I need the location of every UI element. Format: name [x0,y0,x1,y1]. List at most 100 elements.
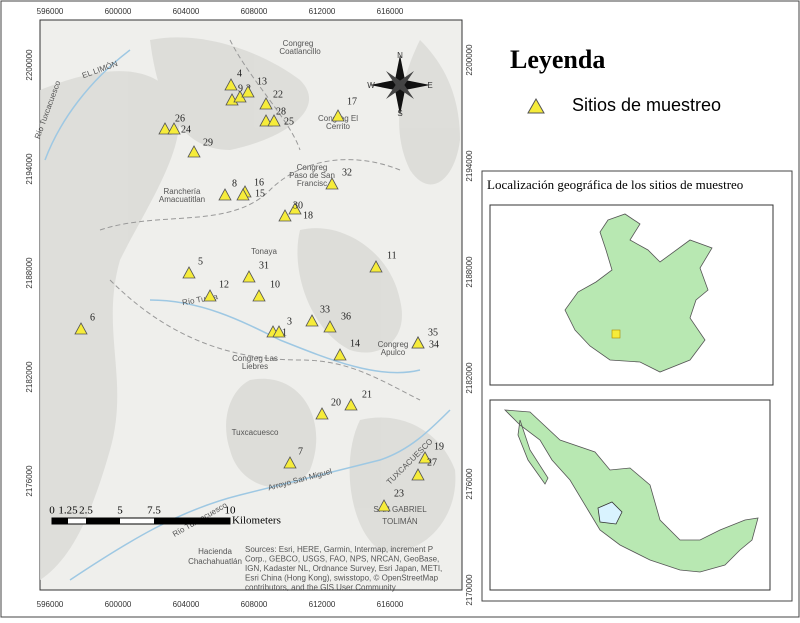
rivers [44,49,451,581]
scale-tick-label: 2.5 [79,505,93,517]
site-label: 22 [273,89,283,100]
compass-letter: W [367,81,375,90]
site-marker [241,85,255,98]
site-marker [411,468,425,481]
scale-unit: Kilometers [232,515,281,527]
sources-line: Sources: Esri, HERE, Garmin, Intermap, i… [245,545,433,554]
compass-letter: S [397,109,402,118]
site-marker [305,314,319,327]
site-label: 3 [287,316,292,327]
x-coord-label: 600000 [105,7,132,16]
place-label: Congreg [297,163,328,172]
scale-tick-label: 0 [49,505,55,517]
sources-line: Corp., GEBCO, USGS, FAO, NPS, NRCAN, Geo… [245,555,439,564]
inset-title: Localización geográfica de los sitios de… [487,177,743,192]
site-marker [267,114,281,127]
jalisco-map [564,213,713,373]
site-label: 8 [232,178,237,189]
jalisco-highlight [597,501,623,525]
site-marker [272,325,286,338]
site-marker [333,348,347,361]
boundaries [99,39,421,401]
site-label: 23 [394,488,404,499]
site-marker [325,177,339,190]
site-label: 24 [181,124,191,135]
x-coord-label: 616000 [377,7,404,16]
place-label: Congreg Las [232,354,278,363]
compass-letter: N [397,51,403,60]
site-label: 36 [341,311,351,322]
compass-letter: E [427,81,432,90]
y-coord-label: 2200000 [25,49,34,81]
site-label: 1 [282,327,287,338]
site-label: 19 [434,441,444,452]
relief [40,37,460,580]
site-label: 5 [198,256,203,267]
y-coord-label: 2200000 [465,44,474,76]
x-coord-label: 612000 [309,7,336,16]
site-label: 31 [259,260,269,271]
site-marker [203,289,217,302]
y-coord-label: 2182000 [465,362,474,394]
site-marker [218,188,232,201]
site-marker [323,320,337,333]
site-marker [158,122,172,135]
y-coord-label: 2188000 [465,256,474,288]
scale-bar-segment [52,518,68,524]
site-label: 12 [219,279,229,290]
legend-title: Leyenda [510,45,605,74]
place-label: Francisc [297,179,327,188]
site-label: 11 [387,250,397,261]
site-marker [315,407,329,420]
site-label: 18 [303,210,313,221]
place-label: Liebres [242,362,268,371]
site-label: 6 [90,312,95,323]
site-label: 33 [320,304,330,315]
site-label: 28 [276,106,286,117]
place-label: SAN GABRIEL [373,505,427,514]
site-label: 16 [254,177,264,188]
site-label: 32 [342,167,352,178]
scale-tick-label: 10 [225,505,237,517]
x-coord-label: 604000 [173,7,200,16]
y-coord-label: 2188000 [25,257,34,289]
site-label: 17 [347,96,357,107]
site-label: 27 [427,457,437,468]
site-label: 9 [238,83,243,94]
north-arrow [370,55,430,115]
place-label: Coatlancillo [279,47,321,56]
site-label: 7 [298,446,303,457]
site-label: 29 [203,137,213,148]
site-marker [283,456,297,469]
site-label: 25 [284,116,294,127]
site-marker [411,336,425,349]
site-label: 10 [270,279,280,290]
site-marker [167,122,181,135]
site-marker [242,270,256,283]
site-label: 34 [429,339,439,350]
site-marker [418,451,432,464]
y-coord-label: 2176000 [465,468,474,500]
place-label: Tonaya [251,247,277,256]
site-label: 20 [331,397,341,408]
y-coord-label: 2170000 [465,574,474,606]
y-coord-label: 2182000 [25,361,34,393]
scale-tick-label: 7.5 [147,505,161,517]
place-label: Congreg [283,39,314,48]
x-coord-label: 600000 [105,600,132,609]
place-label: Congreg [378,340,409,349]
x-coord-label: 608000 [241,600,268,609]
site-label: 14 [350,338,360,349]
site-marker [344,398,358,411]
scale-tick-label: 5 [117,505,123,517]
x-coord-label: 596000 [37,600,64,609]
site-label: 4 [237,68,242,79]
y-coord-label: 2194000 [465,150,474,182]
sources-line: IGN, Kadaster NL, Ordnance Survey, Esri … [245,564,442,573]
place-label: TOLIMÁN [382,517,418,526]
x-coord-label: 596000 [37,7,64,16]
scale-bar-segment [86,518,120,524]
scale-bar-segment [154,518,192,524]
